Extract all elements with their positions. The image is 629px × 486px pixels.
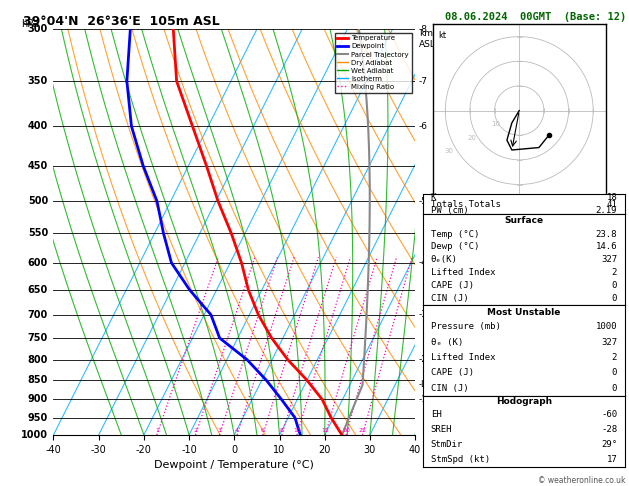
Text: Surface: Surface	[504, 216, 543, 225]
Text: 4: 4	[235, 428, 239, 433]
Text: 18: 18	[606, 193, 617, 202]
Text: θₑ(K): θₑ(K)	[431, 256, 458, 264]
Text: 30: 30	[444, 148, 454, 154]
Text: 0: 0	[612, 281, 617, 290]
Text: StmDir: StmDir	[431, 440, 463, 449]
Text: PW (cm): PW (cm)	[431, 206, 469, 215]
Text: K: K	[431, 193, 436, 202]
Text: Lifted Index: Lifted Index	[431, 353, 495, 362]
Text: 10: 10	[491, 121, 500, 127]
Text: km
ASL: km ASL	[419, 29, 436, 49]
X-axis label: Dewpoint / Temperature (°C): Dewpoint / Temperature (°C)	[154, 460, 314, 470]
Text: 1000: 1000	[596, 322, 617, 331]
Text: CIN (J): CIN (J)	[431, 384, 469, 393]
Text: EH: EH	[431, 410, 442, 418]
Text: 2: 2	[194, 428, 198, 433]
Text: θₑ (K): θₑ (K)	[431, 337, 463, 347]
Text: Temp (°C): Temp (°C)	[431, 229, 479, 239]
Text: Totals Totals: Totals Totals	[431, 200, 501, 208]
Text: -1: -1	[419, 395, 428, 404]
Text: 2.19: 2.19	[596, 206, 617, 215]
Text: Mixing Ratio (g/kg): Mixing Ratio (g/kg)	[452, 192, 460, 272]
Text: -8: -8	[419, 25, 428, 34]
Text: 6: 6	[261, 428, 265, 433]
Text: 0: 0	[612, 294, 617, 303]
Text: 800: 800	[28, 355, 48, 365]
Text: kt: kt	[438, 31, 446, 40]
Text: 950: 950	[28, 413, 48, 423]
Text: 550: 550	[28, 228, 48, 239]
Text: 2: 2	[612, 353, 617, 362]
Text: 20: 20	[468, 135, 477, 140]
Text: 650: 650	[28, 285, 48, 295]
Text: 41: 41	[606, 200, 617, 208]
Text: 900: 900	[28, 395, 48, 404]
Text: 500: 500	[28, 196, 48, 207]
Text: 25: 25	[359, 428, 367, 433]
Text: 39°04'N  26°36'E  105m ASL: 39°04'N 26°36'E 105m ASL	[23, 15, 220, 28]
Text: hPa: hPa	[21, 19, 39, 29]
Text: CAPE (J): CAPE (J)	[431, 281, 474, 290]
Text: 20: 20	[342, 428, 350, 433]
Text: -7: -7	[419, 77, 428, 86]
Text: 2: 2	[612, 268, 617, 278]
Text: 1: 1	[155, 428, 159, 433]
Text: 23.8: 23.8	[596, 229, 617, 239]
Text: -60: -60	[601, 410, 617, 418]
Text: 300: 300	[28, 24, 48, 34]
Text: -LCL: -LCL	[419, 381, 437, 389]
Text: Dewp (°C): Dewp (°C)	[431, 243, 479, 251]
Text: -6: -6	[419, 122, 428, 131]
Text: 0: 0	[612, 384, 617, 393]
Legend: Temperature, Dewpoint, Parcel Trajectory, Dry Adiabat, Wet Adiabat, Isotherm, Mi: Temperature, Dewpoint, Parcel Trajectory…	[335, 33, 411, 93]
Text: CAPE (J): CAPE (J)	[431, 368, 474, 378]
Text: 850: 850	[28, 375, 48, 385]
Text: 1000: 1000	[21, 430, 48, 440]
Text: 14.6: 14.6	[596, 243, 617, 251]
Text: SREH: SREH	[431, 425, 452, 434]
Text: 327: 327	[601, 256, 617, 264]
Text: 08.06.2024  00GMT  (Base: 12): 08.06.2024 00GMT (Base: 12)	[445, 12, 626, 22]
Text: -5: -5	[419, 197, 428, 206]
Text: 350: 350	[28, 76, 48, 86]
Text: 8: 8	[280, 428, 284, 433]
Text: 3: 3	[218, 428, 221, 433]
Text: -3: -3	[419, 310, 428, 319]
Text: 0: 0	[612, 368, 617, 378]
Text: 29°: 29°	[601, 440, 617, 449]
Text: © weatheronline.co.uk: © weatheronline.co.uk	[538, 475, 626, 485]
Text: -2: -2	[419, 355, 428, 364]
Text: Lifted Index: Lifted Index	[431, 268, 495, 278]
Text: -4: -4	[419, 258, 428, 267]
Text: Hodograph: Hodograph	[496, 397, 552, 406]
Text: 17: 17	[606, 454, 617, 464]
Text: 700: 700	[28, 310, 48, 320]
Text: Pressure (mb): Pressure (mb)	[431, 322, 501, 331]
Text: 327: 327	[601, 337, 617, 347]
Text: 15: 15	[321, 428, 329, 433]
Text: -28: -28	[601, 425, 617, 434]
Text: CIN (J): CIN (J)	[431, 294, 469, 303]
Text: 600: 600	[28, 258, 48, 268]
Text: 400: 400	[28, 121, 48, 131]
Text: Most Unstable: Most Unstable	[487, 308, 560, 316]
Text: StmSpd (kt): StmSpd (kt)	[431, 454, 490, 464]
Text: 450: 450	[28, 161, 48, 171]
Text: 750: 750	[28, 333, 48, 343]
Text: 10: 10	[293, 428, 301, 433]
